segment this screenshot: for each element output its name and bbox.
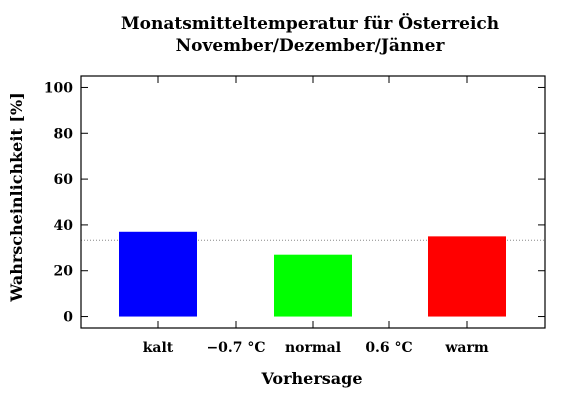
- plot-area: 0 20 40 60 80 100 kalt normal warm −0.7 °C 0.6 °C: [44, 75, 546, 356]
- x-tick-label-warm: warm: [444, 340, 488, 356]
- x-tick-label-kalt: kalt: [143, 340, 174, 356]
- threshold-label: 0.6 °C: [365, 340, 412, 356]
- chart-subtitle: November/Dezember/Jänner: [176, 36, 446, 56]
- y-tick-label: 60: [54, 172, 74, 188]
- bar-kalt: [119, 231, 197, 317]
- y-axis-label: Wahrscheinlichkeit [%]: [7, 92, 26, 302]
- y-tick-label: 80: [54, 126, 74, 142]
- y-tick-label: 40: [54, 218, 74, 234]
- threshold-label: −0.7 °C: [206, 340, 265, 356]
- y-tick-label: 20: [54, 264, 74, 280]
- y-tick-label: 0: [63, 310, 73, 326]
- x-tick-label-normal: normal: [285, 340, 341, 356]
- bar-warm: [428, 236, 506, 317]
- x-axis-label: Vorhersage: [260, 369, 362, 388]
- chart-title: Monatsmitteltemperatur für Österreich: [121, 13, 499, 34]
- y-tick-label: 100: [44, 80, 73, 96]
- bar-normal: [274, 254, 352, 317]
